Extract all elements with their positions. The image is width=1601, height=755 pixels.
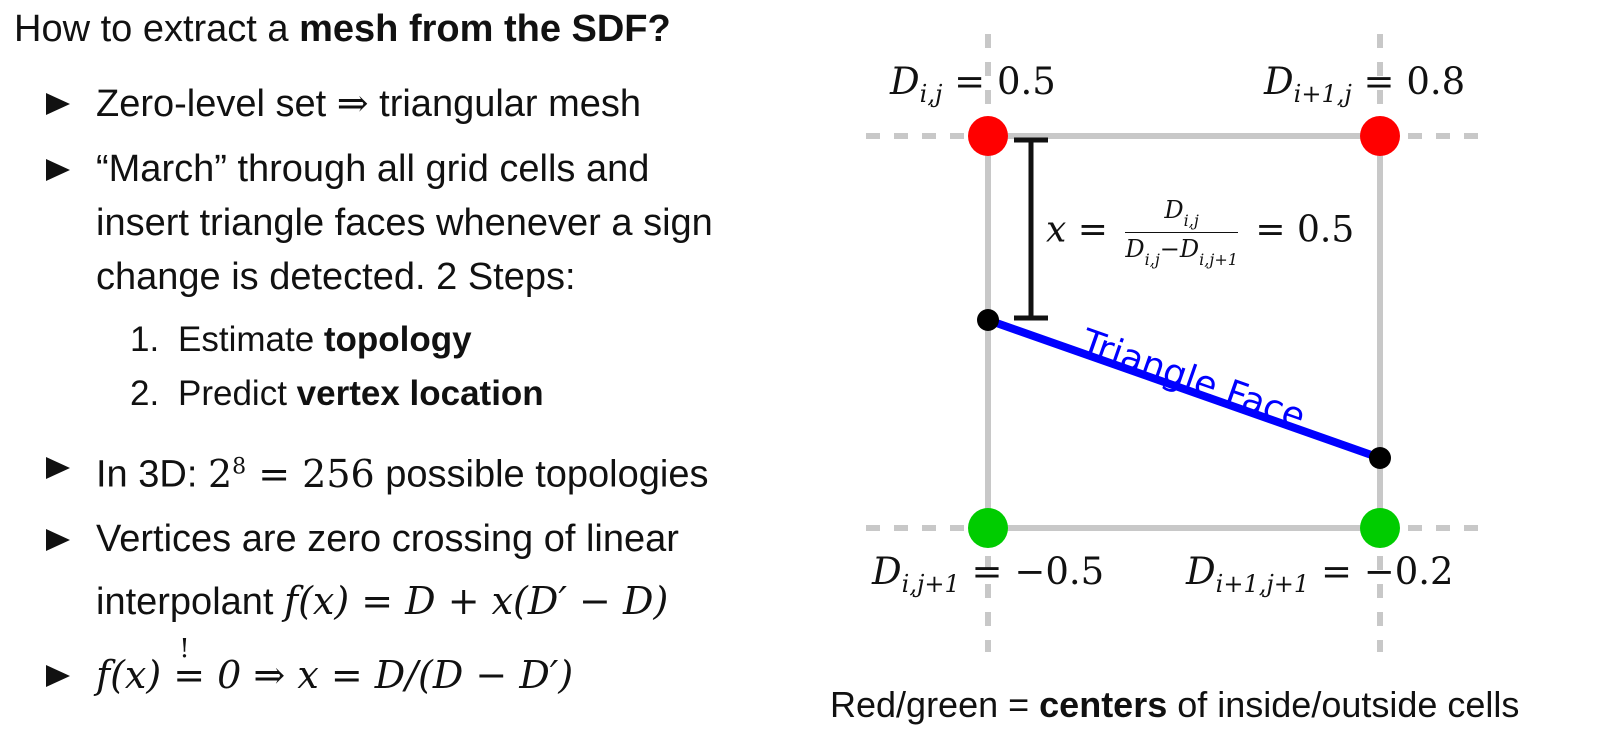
bullet-text: interpolant bbox=[96, 581, 285, 623]
label-var: D bbox=[1186, 550, 1216, 593]
corner-label-top-right: Di+1,j = 0.8 bbox=[1264, 60, 1465, 108]
step-number: 2. bbox=[130, 374, 160, 413]
fraction-numerator: Di,j bbox=[1125, 196, 1238, 233]
label-var: D bbox=[872, 550, 902, 593]
formula-x: x bbox=[1046, 209, 1067, 251]
step-number: 1. bbox=[130, 320, 160, 359]
interpolation-formula: x = Di,j Di,j−Di,j+1 = 0.5 bbox=[1046, 196, 1354, 269]
num-sub: i,j bbox=[1183, 211, 1199, 230]
bullet-text: possible topologies bbox=[374, 453, 709, 496]
label-value: = −0.5 bbox=[959, 550, 1105, 593]
den-sub-a: i,j bbox=[1144, 250, 1160, 269]
corner-label-bottom-left: Di,j+1 = −0.5 bbox=[872, 550, 1104, 598]
formula-result: = 0.5 bbox=[1255, 209, 1355, 251]
den-var-a: D bbox=[1125, 235, 1145, 263]
bang-symbol: ! bbox=[179, 634, 190, 664]
vertex-dot-right bbox=[1369, 447, 1391, 469]
bullet-marker-icon bbox=[46, 665, 70, 687]
diagram-caption: Red/green = centers of inside/outside ce… bbox=[830, 684, 1519, 726]
bullet-text: In 3D: bbox=[96, 453, 208, 496]
power-expression: 28 = 256 bbox=[208, 452, 375, 496]
defined-equals: ! = bbox=[173, 634, 206, 702]
step-topology: 1. Estimate topology bbox=[130, 320, 472, 360]
slide-title: How to extract a mesh from the SDF? bbox=[14, 8, 671, 51]
formula-equals: = bbox=[1066, 209, 1108, 251]
den-var-b: D bbox=[1179, 235, 1200, 263]
den-minus: − bbox=[1159, 235, 1180, 263]
power-exponent: 8 bbox=[232, 454, 247, 479]
zero-solve-formula: f(x) ! = 0 ⇒ x = D/(D − D′) bbox=[96, 634, 574, 702]
label-value: = 0.8 bbox=[1351, 60, 1466, 103]
step-vertex-location: 2. Predict vertex location bbox=[130, 374, 544, 414]
formula-rhs: 0 ⇒ x = D/(D − D′) bbox=[205, 653, 574, 697]
bullet-text-line-1: Vertices are zero crossing of linear bbox=[96, 518, 679, 560]
interpolant-formula: f(x) = D + x(D′ − D) bbox=[284, 579, 669, 623]
equals-symbol: = bbox=[173, 653, 206, 697]
formula-lhs: f(x) bbox=[96, 653, 162, 697]
den-sub-b: i,j+1 bbox=[1199, 250, 1238, 269]
formula-fraction: Di,j Di,j−Di,j+1 bbox=[1125, 196, 1238, 269]
title-prefix: How to extract a bbox=[14, 8, 300, 50]
step-text: Predict bbox=[178, 374, 297, 413]
bullet-marker-icon bbox=[46, 457, 70, 479]
bullet-text-line-1: “March” through all grid cells and bbox=[96, 148, 650, 190]
triangle-face-label: Triangle Face bbox=[1075, 321, 1310, 438]
grid-cell bbox=[985, 133, 1383, 531]
step-bold: topology bbox=[323, 320, 472, 359]
bullet-text-line-3: change is detected. 2 Steps: bbox=[96, 256, 576, 298]
bullet-marker-icon bbox=[46, 159, 70, 181]
caption-text: Red/green = bbox=[830, 684, 1040, 725]
implies-symbol: ⇒ bbox=[336, 81, 369, 125]
label-var: D bbox=[1264, 60, 1294, 103]
label-value: = −0.2 bbox=[1309, 550, 1454, 593]
label-sub: i+1,j+1 bbox=[1215, 570, 1310, 598]
bullet-text: Zero-level set bbox=[96, 83, 337, 125]
label-sub: i+1,j bbox=[1293, 80, 1352, 108]
outside-center-dot-bottom-right bbox=[1360, 508, 1400, 548]
triangle-face-line bbox=[986, 316, 1382, 462]
bullet-text-line-2: insert triangle faces whenever a sign bbox=[96, 202, 713, 244]
num-var: D bbox=[1164, 196, 1184, 224]
label-value: = 0.5 bbox=[942, 60, 1056, 103]
inside-center-dot-top-right bbox=[1360, 116, 1400, 156]
label-sub: i,j+1 bbox=[901, 570, 960, 598]
distance-bracket bbox=[1014, 137, 1048, 321]
bullet-marker-icon bbox=[46, 93, 70, 115]
bullet-text: triangular mesh bbox=[368, 83, 642, 125]
inside-center-dot-top-left bbox=[968, 116, 1008, 156]
label-sub: i,j bbox=[919, 80, 943, 108]
step-bold: vertex location bbox=[296, 374, 544, 413]
power-result: = 256 bbox=[246, 451, 375, 496]
title-bold: mesh from the SDF? bbox=[299, 8, 671, 50]
step-text: Estimate bbox=[178, 320, 324, 359]
vertex-dot-left bbox=[977, 309, 999, 331]
corner-label-top-left: Di,j = 0.5 bbox=[890, 60, 1056, 108]
caption-bold: centers bbox=[1039, 684, 1168, 725]
corner-label-bottom-right: Di+1,j+1 = −0.2 bbox=[1186, 550, 1454, 598]
outside-center-dot-bottom-left bbox=[968, 508, 1008, 548]
bullet-marker-icon bbox=[46, 529, 70, 551]
fraction-denominator: Di,j−Di,j+1 bbox=[1125, 233, 1238, 269]
label-var: D bbox=[890, 60, 920, 103]
power-base: 2 bbox=[207, 451, 233, 496]
caption-text: of inside/outside cells bbox=[1167, 684, 1520, 725]
